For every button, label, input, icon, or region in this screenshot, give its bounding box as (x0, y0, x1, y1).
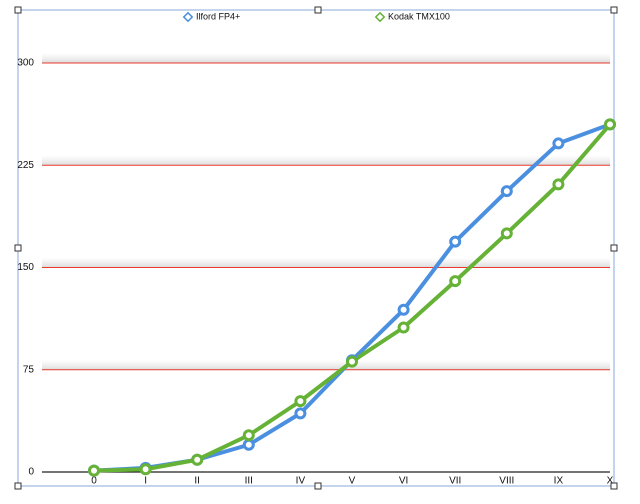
point (242, 438, 255, 451)
point (500, 185, 513, 198)
x-tick-label: VII (449, 476, 461, 487)
point (397, 303, 410, 316)
point (449, 235, 462, 248)
point (346, 355, 358, 368)
point (397, 321, 410, 334)
legend-marker (182, 11, 194, 23)
x-tick-label: IV (296, 476, 306, 487)
point (449, 275, 462, 288)
legend-marker (374, 11, 386, 23)
point (604, 118, 616, 131)
y-tick-label: 150 (17, 262, 34, 273)
point (294, 395, 307, 408)
point (552, 137, 565, 150)
y-tick-label: 0 (28, 467, 34, 478)
x-tick-label: X (607, 476, 614, 487)
x-tick-label: 0 (91, 476, 97, 487)
point (88, 464, 100, 477)
series-line (93, 123, 612, 473)
x-tick-label: II (194, 476, 200, 487)
x-tick-label: VI (399, 476, 408, 487)
y-tick-label: 300 (17, 58, 34, 69)
grid-shadow (42, 359, 610, 370)
legend-label: Ilford FP4+ (196, 11, 240, 21)
point (500, 227, 513, 240)
series-line (93, 122, 611, 473)
grid-shadow (42, 53, 610, 63)
point (242, 429, 255, 442)
y-tick-label: 75 (23, 364, 35, 375)
selection-handles (14, 6, 618, 490)
point (191, 453, 204, 466)
point (552, 178, 565, 191)
point (294, 407, 307, 420)
point (139, 463, 152, 476)
x-tick-label: IX (554, 476, 564, 487)
plot: Ilford FP4+ Kodak TMX100 (88, 11, 616, 477)
grid-shadow (42, 257, 610, 268)
grid-shadow (42, 155, 610, 166)
x-tick-label: VIII (499, 476, 514, 487)
selection-frame (17, 9, 615, 487)
legend-label: Kodak TMX100 (388, 11, 450, 21)
x-tick-label: III (245, 476, 253, 487)
x-tick-label: I (144, 476, 147, 487)
y-tick-label: 225 (17, 160, 34, 171)
x-tick-label: V (349, 476, 356, 487)
